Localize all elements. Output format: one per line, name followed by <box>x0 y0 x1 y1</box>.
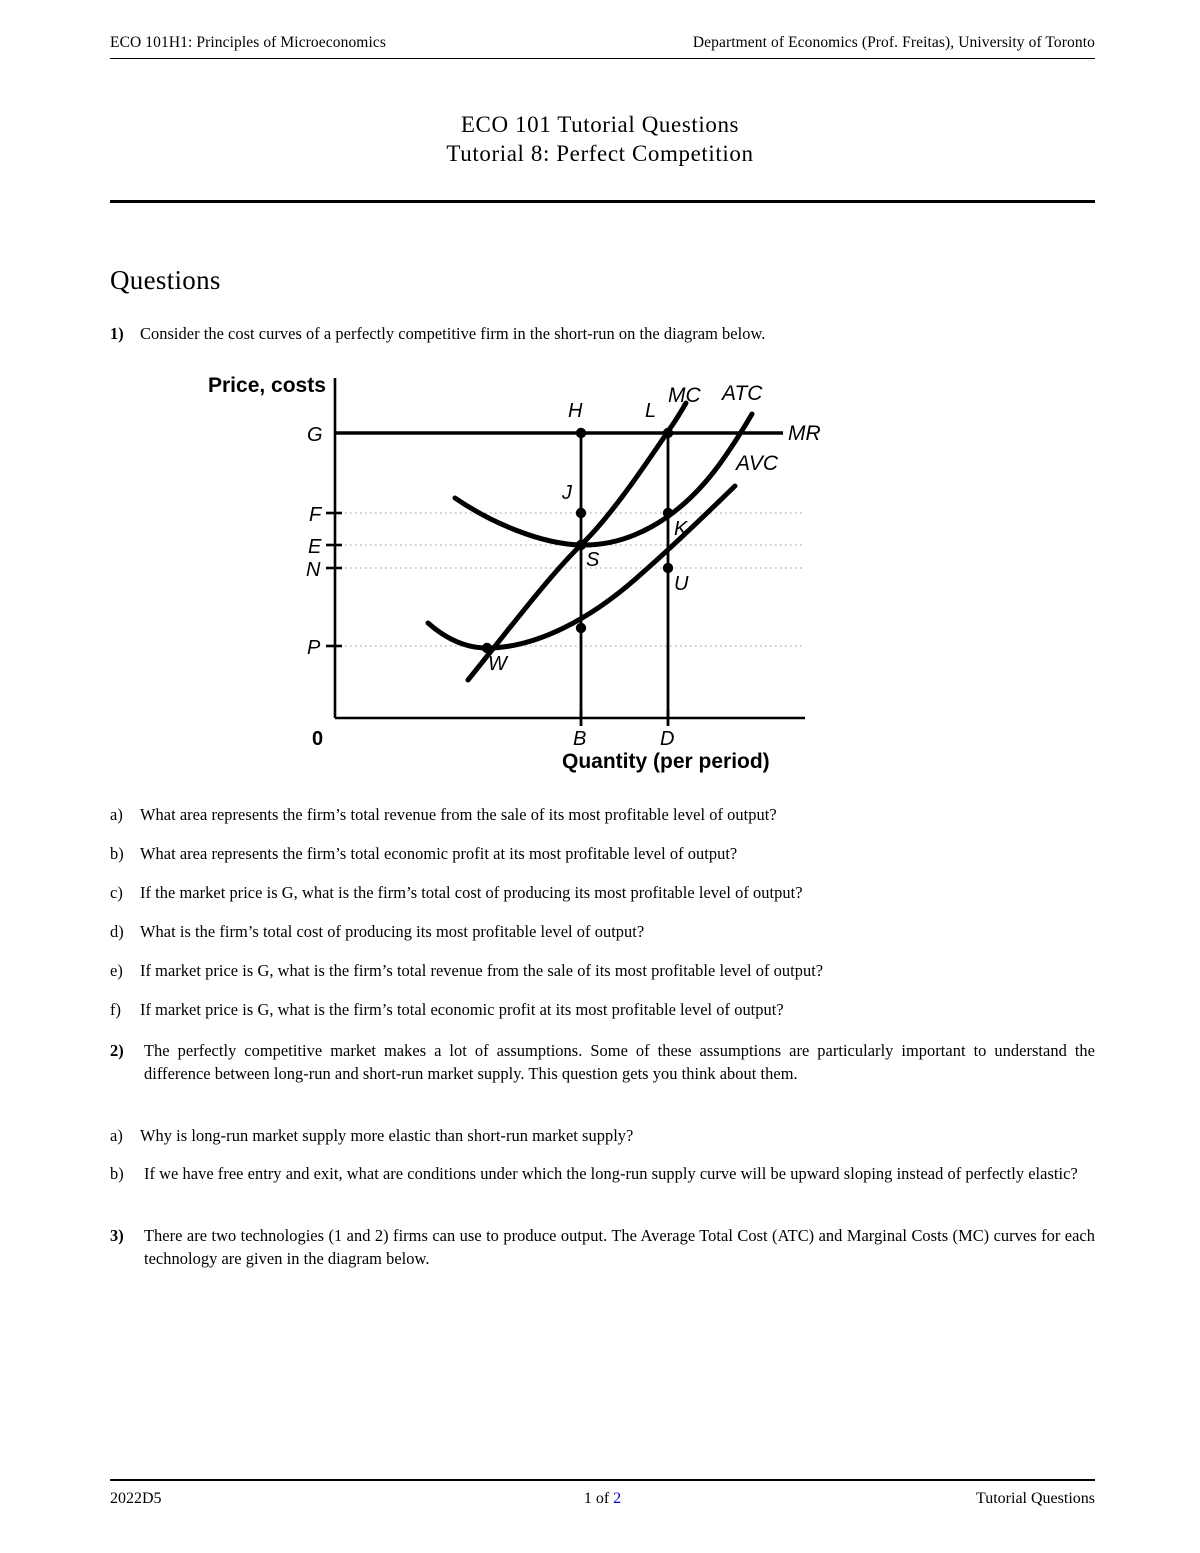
point-label-h: H <box>568 400 583 422</box>
question-text: What area represents the firm’s total ec… <box>140 844 738 863</box>
footer-page-total[interactable]: 2 <box>613 1490 622 1507</box>
question-marker: f) <box>110 1000 122 1019</box>
question-marker: a) <box>110 805 123 824</box>
x-ticks <box>579 710 670 726</box>
point-w-marker <box>481 642 493 654</box>
point-labels: H J S L K U W <box>488 400 689 675</box>
question-text: If we have free entry and exit, what are… <box>144 1164 1078 1183</box>
question-1e: e) If market price is G, what is the fir… <box>110 959 1085 982</box>
title-line-2: Tutorial 8: Perfect Competition <box>446 141 754 167</box>
question-2b: b) If we have free entry and exit, what … <box>110 1162 1095 1185</box>
point-k-marker <box>662 507 674 519</box>
running-header-left: ECO 101H1: Principles of Microeconomics <box>110 34 386 51</box>
question-1a: a) What area represents the firm’s total… <box>110 803 1070 826</box>
question-text: If the market price is G, what is the fi… <box>140 883 803 902</box>
question-text: The perfectly competitive market makes a… <box>144 1041 1095 1084</box>
running-header-right: Department of Economics (Prof. Freitas),… <box>692 34 1095 51</box>
point-label-l: L <box>645 400 656 422</box>
mr-label: MR <box>788 422 821 445</box>
y-tick-label-f: F <box>309 504 323 526</box>
y-axis-title: Price, costs <box>208 374 326 397</box>
point-avc-b-marker <box>575 622 587 634</box>
question-text: If market price is G, what is the firm’s… <box>140 961 824 980</box>
question-text: Consider the cost curves of a perfectly … <box>140 324 766 343</box>
x-tick-labels: B D <box>573 728 674 750</box>
x-axis-title: Quantity (per period) <box>562 750 770 773</box>
curve-labels: MC ATC AVC MR <box>668 382 821 475</box>
question-marker: 2) <box>110 1041 124 1060</box>
atc-label: ATC <box>720 382 763 405</box>
header-rule <box>110 58 1095 59</box>
question-2: 2) The perfectly competitive market make… <box>110 1039 1095 1086</box>
y-tick-label-g: G <box>307 424 323 446</box>
footer-right: Tutorial Questions <box>976 1490 1095 1507</box>
x-tick-label-d: D <box>660 728 674 750</box>
question-marker: a) <box>110 1126 123 1145</box>
running-header: ECO 101H1: Principles of Microeconomics … <box>110 34 1095 52</box>
avc-label: AVC <box>734 452 779 475</box>
mc-label: MC <box>668 384 701 407</box>
point-s-marker <box>575 539 587 551</box>
question-text: There are two technologies (1 and 2) fir… <box>144 1226 1095 1269</box>
page-title: ECO 101 Tutorial Questions Tutorial 8: P… <box>0 110 1200 169</box>
point-label-j: J <box>561 482 573 504</box>
question-text: What area represents the firm’s total re… <box>140 805 777 824</box>
question-marker: e) <box>110 961 123 980</box>
question-text: What is the firm’s total cost of produci… <box>140 922 645 941</box>
question-text: If market price is G, what is the firm’s… <box>140 1000 784 1019</box>
x-tick-label-b: B <box>573 728 586 750</box>
y-tick-label-n: N <box>306 559 321 581</box>
section-heading: Questions <box>110 265 221 295</box>
point-label-s: S <box>586 549 600 571</box>
avc-curve <box>425 483 738 651</box>
mc-curve <box>465 400 689 683</box>
question-marker: b) <box>110 844 124 863</box>
question-text: Why is long-run market supply more elast… <box>140 1126 634 1145</box>
title-line-1: ECO 101 Tutorial Questions <box>460 112 740 137</box>
footer-rule <box>110 1479 1095 1481</box>
y-ticks <box>326 511 342 648</box>
question-1f: f) If market price is G, what is the fir… <box>110 998 1075 1021</box>
cost-curves-diagram: Price, costs Quantity (per period) G F E… <box>190 370 850 780</box>
title-rule <box>110 200 1095 203</box>
footer-left: 2022D5 <box>110 1490 162 1507</box>
question-marker: d) <box>110 922 124 941</box>
origin-label: 0 <box>312 728 323 750</box>
question-marker: 3) <box>110 1226 124 1245</box>
question-marker: 1) <box>110 324 124 343</box>
point-h-marker <box>575 427 587 439</box>
atc-curve <box>452 411 755 548</box>
question-1c: c) If the market price is G, what is the… <box>110 881 1080 904</box>
question-1b: b) What area represents the firm’s total… <box>110 842 1070 865</box>
footer-center: 1 of 2 <box>110 1490 1095 1508</box>
point-markers <box>481 427 674 654</box>
point-l-marker <box>662 427 674 439</box>
question-marker: b) <box>110 1164 124 1183</box>
point-label-w: W <box>488 653 509 675</box>
question-1: 1) Consider the cost curves of a perfect… <box>110 322 1070 345</box>
question-1d: d) What is the firm’s total cost of prod… <box>110 920 1070 943</box>
point-u-marker <box>662 562 674 574</box>
question-marker: c) <box>110 883 123 902</box>
question-3: 3) There are two technologies (1 and 2) … <box>110 1224 1095 1271</box>
point-label-u: U <box>674 573 689 595</box>
footer-page-prefix: 1 of <box>583 1490 614 1507</box>
y-tick-label-p: P <box>307 637 321 659</box>
point-j-marker <box>575 507 587 519</box>
question-2a: a) Why is long-run market supply more el… <box>110 1124 1070 1147</box>
y-tick-label-e: E <box>308 536 322 558</box>
point-label-k: K <box>674 518 689 540</box>
y-tick-labels: G F E N P <box>306 424 323 659</box>
